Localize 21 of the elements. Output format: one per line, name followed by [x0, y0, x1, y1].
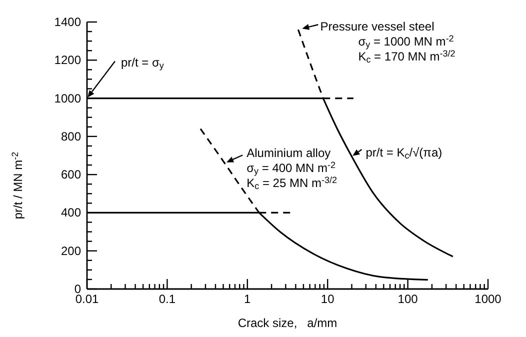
annotation: K$_{c}$ = 170 MN m$^{-3/2}$ — [358, 48, 456, 65]
x-tick-label: 1 — [244, 292, 252, 306]
x-tick-label: 1000 — [474, 292, 502, 306]
x-tick-label: 0.1 — [158, 292, 176, 306]
y-tick-label: 800 — [60, 129, 82, 144]
annotation: pr/t = σ$_{y}$ — [121, 55, 164, 71]
annotation: Aluminium alloy — [246, 146, 331, 160]
y-tick-label: 200 — [60, 244, 82, 258]
y-tick-label: 1400 — [54, 15, 82, 29]
annotation: σ$_{y}$ = 1000 MN m$^{-2}$ — [358, 34, 454, 50]
x-axis-title: Crack size, a/mm — [238, 316, 338, 330]
y-tick-label: 400 — [60, 206, 82, 220]
annotation: K$_{c}$ = 25 MN m$^{-3/2}$ — [246, 175, 338, 192]
y-tick-label: 1000 — [54, 91, 82, 106]
x-tick-label: 100 — [398, 292, 418, 306]
x-tick-label: 10 — [320, 292, 335, 306]
annotation: Pressure vessel steel — [320, 20, 434, 34]
annotation: σ$_{y}$ = 400 MN m$^{-2}$ — [246, 160, 336, 176]
annotation: pr/t = K$_{c}$/√(πa) — [366, 145, 442, 161]
y-tick-label: 1200 — [54, 53, 82, 68]
y-tick-label: 600 — [60, 168, 82, 182]
